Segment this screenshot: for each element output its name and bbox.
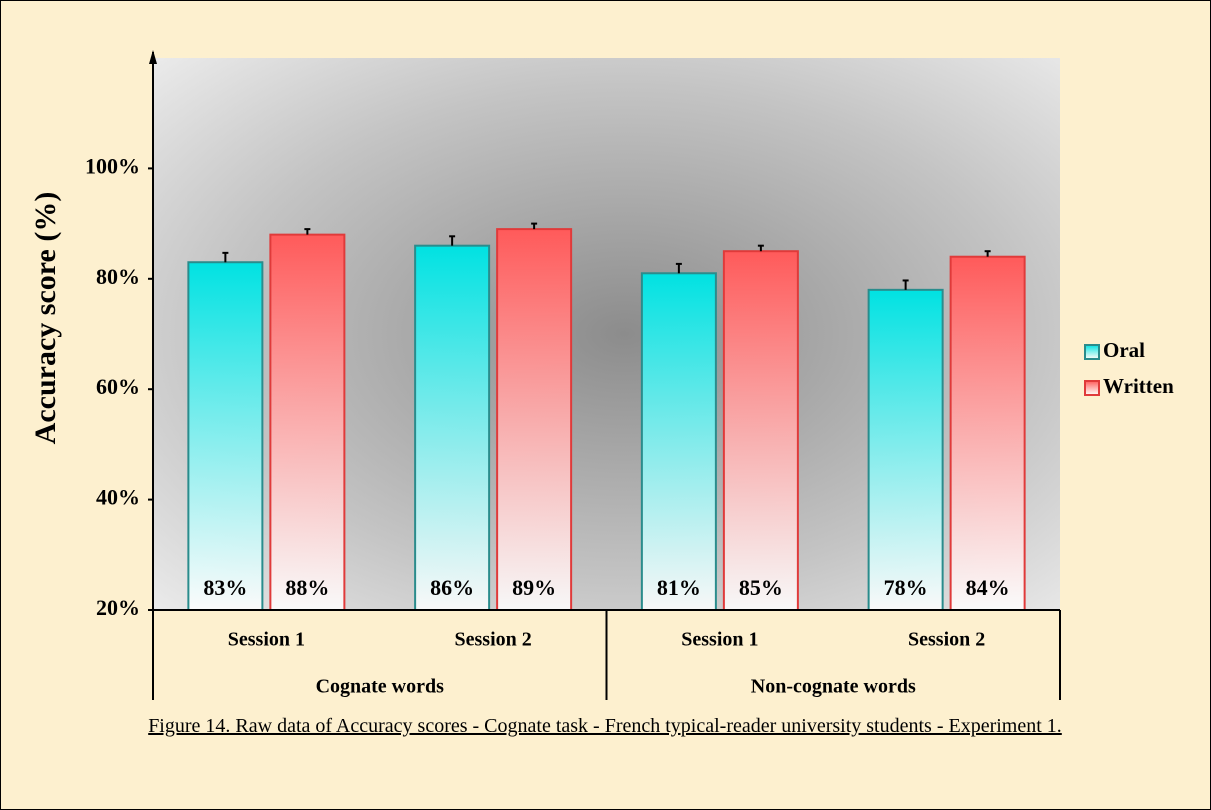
group-label: Cognate words xyxy=(316,676,445,698)
legend-label: Oral xyxy=(1103,338,1145,362)
data-label: 81% xyxy=(657,575,701,600)
data-label: 89% xyxy=(512,575,556,600)
y-tick-label: 40% xyxy=(96,485,140,510)
bar xyxy=(414,244,491,611)
y-tick-label: 20% xyxy=(96,595,140,620)
legend-swatch xyxy=(1084,380,1100,396)
bar xyxy=(269,233,346,611)
bar xyxy=(867,288,944,611)
bar xyxy=(640,272,717,611)
y-tick-label: 100% xyxy=(85,153,140,178)
x-tick-label: Session 1 xyxy=(681,629,758,651)
bar xyxy=(496,228,573,611)
x-tick-label: Session 1 xyxy=(228,629,305,651)
x-tick-label: Session 2 xyxy=(455,629,532,651)
data-label: 78% xyxy=(884,575,928,600)
data-label: 83% xyxy=(203,575,247,600)
bar xyxy=(187,261,264,611)
y-axis-arrow xyxy=(149,50,157,64)
caption: Figure 14. Raw data of Accuracy scores -… xyxy=(148,715,1062,737)
data-label: 85% xyxy=(739,575,783,600)
bar xyxy=(949,255,1026,611)
data-label: 84% xyxy=(966,575,1010,600)
group-label: Non-cognate words xyxy=(751,676,916,698)
y-axis-label: Accuracy score (%) xyxy=(29,192,62,445)
y-tick-label: 60% xyxy=(96,374,140,399)
legend-swatch xyxy=(1084,344,1100,360)
data-label: 86% xyxy=(430,575,474,600)
data-label: 88% xyxy=(285,575,329,600)
x-tick-label: Session 2 xyxy=(908,629,985,651)
y-tick-label: 80% xyxy=(96,264,140,289)
bar xyxy=(722,250,799,611)
legend-label: Written xyxy=(1103,374,1174,398)
